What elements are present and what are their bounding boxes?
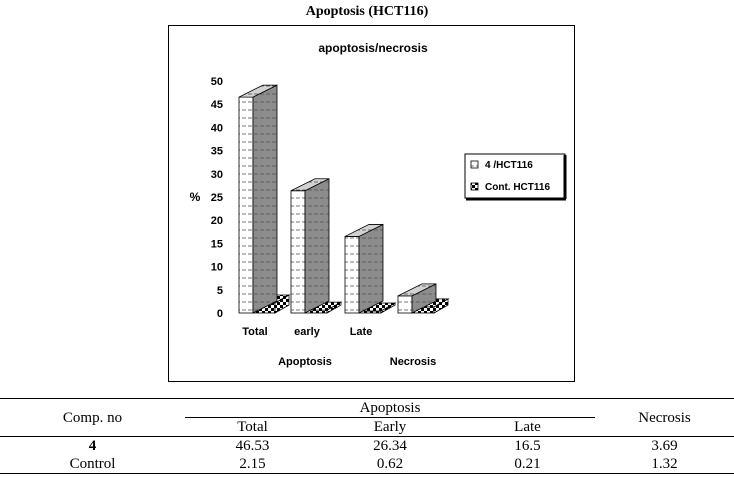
legend-label: 4 /HCT116 [485,160,533,171]
table-cell: 26.34 [320,436,460,455]
y-tick-label: 5 [217,285,223,297]
bar-series-1 [238,84,278,314]
y-axis: 0 5 10 15 20 25 30 35 40 45 50 [211,76,223,320]
table-cell: 46.53 [185,436,320,455]
subheader-late: Late [514,419,541,435]
bar-series-1 [344,223,384,314]
x-tick-label: Total [242,326,267,338]
table-row: 4 46.53 26.34 16.5 3.69 [0,436,734,455]
legend-swatch [470,160,479,169]
bars-group [238,84,450,314]
table-cell: 1.32 [595,455,734,474]
subheader-total: Total [237,419,268,435]
page-title: Apoptosis (HCT116) [305,4,429,19]
subheader-early: Early [373,419,407,435]
x-axis-labels: Total early Late Apoptosis Necrosis [242,326,436,368]
table-cell: 2.15 [185,455,320,474]
y-tick-label: 30 [211,169,223,181]
x-group-label: Necrosis [390,356,436,368]
y-tick-label: 0 [217,308,223,320]
y-tick-label: 35 [211,146,223,158]
table-header-row-1: Comp. no Apoptosis Necrosis [0,398,734,437]
y-tick-label: 10 [211,262,223,274]
chart-title: apoptosis/necrosis [318,41,428,55]
group-header-cell: Apoptosis [185,398,595,418]
y-tick-label: 40 [211,122,223,134]
table-cell: 3.69 [595,436,734,455]
row-label-cell: 4 [0,436,185,455]
bar-chart: apoptosis/necrosis % 0 5 10 15 20 25 30 35 40 45 5… [190,41,567,368]
y-tick-label: 45 [211,99,223,111]
row-label-cell: Control [0,455,185,474]
table-cell: 0.21 [460,455,595,474]
y-tick-label: 20 [211,215,223,227]
y-tick-label: 50 [211,76,223,88]
table-header-row-2: Total Early Late [0,418,734,437]
necrosis-header-cell: Necrosis [595,398,734,437]
y-tick-label: 15 [211,238,223,250]
legend-swatch [470,182,479,191]
x-tick-label: Late [350,326,373,338]
bar-series-1 [397,283,437,314]
y-axis-label: % [190,190,201,204]
chart-frame: apoptosis/necrosis % 0 5 10 15 20 25 30 35 40 45 5… [168,25,575,382]
legend-box [464,153,566,199]
legend: 4 /HCT116 Cont. HCT116 [464,153,567,201]
table-row: Control 2.15 0.62 0.21 1.32 [0,455,734,474]
data-table: Comp. no Apoptosis Necrosis Total Early … [0,398,734,474]
bar-series-1 [290,178,330,314]
x-group-label: Apoptosis [278,356,332,368]
table-cell: 0.62 [320,455,460,474]
row-header-cell: Comp. no [0,398,185,437]
y-tick-label: 25 [211,192,223,204]
legend-label: Cont. HCT116 [485,182,550,193]
table-cell: 16.5 [460,436,595,455]
x-tick-label: early [294,326,321,338]
